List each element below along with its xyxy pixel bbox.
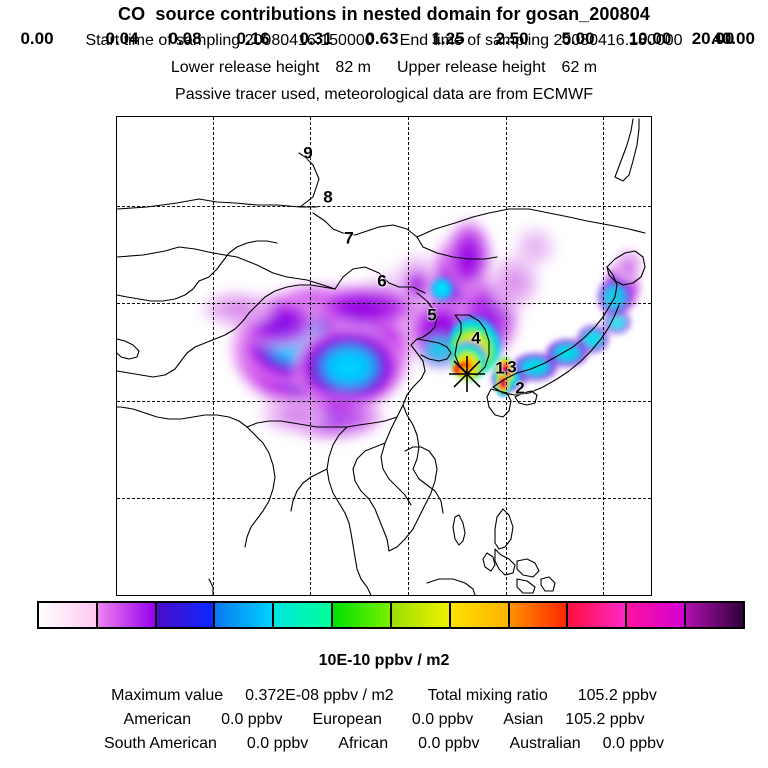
gridline-vertical [506, 117, 507, 595]
sampling-time-line: Start time of sampling 20080416.150000 En… [0, 32, 768, 50]
region-value-australian: 0.0 ppbv [602, 735, 665, 752]
colorbar [37, 601, 745, 629]
colorbar-tick: 1.25 [431, 29, 465, 48]
trajectory-label-4: 4 [471, 328, 481, 348]
end-time-label: End time of sampling [399, 32, 550, 49]
gridline-vertical [603, 117, 604, 595]
colorbar-tick: 0.00 [20, 29, 54, 48]
trajectory-label-2: 2 [515, 378, 525, 398]
colorbar-tick: 0.31 [299, 29, 333, 48]
trajectory-label-8: 8 [323, 187, 333, 207]
colorbar-band [156, 603, 216, 627]
colorbar-band [391, 603, 451, 627]
trajectory-label-6: 6 [377, 271, 387, 291]
colorbar-unit-label: 10E-10 ppbv / m2 [318, 652, 450, 669]
colorbar-gradient [37, 601, 745, 629]
region-value-european: 0.0 ppbv [411, 711, 474, 728]
page-title: CO source contributions in nested domain… [118, 4, 650, 24]
colorbar-band [568, 603, 628, 627]
region-label-south-american: South American [103, 735, 217, 752]
trajectory-label-7: 7 [344, 228, 354, 248]
upper-release-label: Upper release height [397, 59, 546, 76]
gridline-vertical [310, 117, 311, 595]
colorbar-band [39, 603, 98, 627]
gridline-vertical [213, 117, 214, 595]
trajectory-label-5: 5 [427, 305, 437, 325]
end-time-value: 20080416.180000 [553, 32, 683, 49]
lower-release-value: 82 m [335, 59, 371, 76]
trajectory-label-3: 3 [507, 357, 517, 377]
maximum-value-label: Maximum value [111, 687, 224, 704]
colorbar-tick: 0.16 [236, 29, 270, 48]
gridline-horizontal [117, 303, 651, 304]
release-site-star-icon [449, 356, 485, 392]
region-value-american: 0.0 ppbv [221, 711, 283, 728]
colorbar-tick: 0.08 [168, 29, 202, 48]
maximum-value: 0.372E-08 ppbv / m2 [245, 687, 394, 704]
map-gridlines [117, 117, 651, 595]
statistics-footer: Maximum value 0.372E-08 ppbv / m2 Total mi… [0, 684, 768, 756]
region-label-european: European [312, 711, 382, 728]
colorbar-tick: 2.50 [495, 29, 529, 48]
gridline-horizontal [117, 401, 651, 402]
gridline-horizontal [117, 206, 651, 207]
start-time-label: Start time of sampling [85, 32, 241, 49]
colorbar-band [450, 603, 510, 627]
colorbar-tick-labels: 0.00 0.04 0.08 0.16 0.31 0.63 1.25 2.50 … [0, 29, 768, 51]
colorbar-band [686, 603, 743, 627]
lower-release-label: Lower release height [170, 59, 320, 76]
region-value-african: 0.0 ppbv [418, 735, 480, 752]
region-value-asian: 105.2 ppbv [565, 711, 645, 728]
tracer-info-line: Passive tracer used, meteorological data… [175, 86, 593, 103]
region-label-asian: Asian [503, 711, 544, 728]
gridline-vertical [408, 117, 409, 595]
colorbar-band [509, 603, 569, 627]
region-label-american: American [123, 711, 192, 728]
upper-release-value: 62 m [561, 59, 598, 76]
footer-row-region-2: South American 0.0 ppbv African 0.0 ppbv Aus… [0, 732, 768, 756]
colorbar-band [627, 603, 687, 627]
region-label-african: African [338, 735, 389, 752]
map-plot-area: 9 8 7 6 5 4 3 1 2 [116, 116, 652, 596]
start-time-value: 20080416.150000 [244, 32, 374, 49]
gridline-horizontal [117, 498, 651, 499]
region-label-australian: Australian [509, 735, 581, 752]
overlay-layer: 9 8 7 6 5 4 3 1 2 [117, 117, 651, 595]
colorbar-tick: 0.63 [365, 29, 399, 48]
colorbar-band [97, 603, 157, 627]
colorbar-tick: 40.00 [712, 29, 755, 48]
colorbar-tick: 0.04 [105, 29, 139, 48]
colorbar-tick: 5.00 [561, 29, 595, 48]
colorbar-band [333, 603, 392, 627]
colorbar-tick: 20.00 [691, 29, 735, 48]
total-mixing-ratio-value: 105.2 ppbv [577, 687, 657, 704]
release-height-line: Lower release height 82 m Upper release he… [0, 59, 768, 77]
footer-row-region-1: American 0.0 ppbv European 0.0 ppbv Asian 105… [0, 708, 768, 732]
footer-row-summary: Maximum value 0.372E-08 ppbv / m2 Total mi… [0, 684, 768, 708]
concentration-plume-layer [193, 215, 647, 443]
trajectory-label-9: 9 [303, 143, 313, 163]
trajectory-label-1: 1 [495, 358, 505, 378]
total-mixing-ratio-label: Total mixing ratio [427, 687, 548, 704]
region-value-south-american: 0.0 ppbv [246, 735, 309, 752]
colorbar-tick: 10.00 [628, 29, 672, 48]
colorbar-band [215, 603, 275, 627]
colorbar-band [274, 603, 334, 627]
